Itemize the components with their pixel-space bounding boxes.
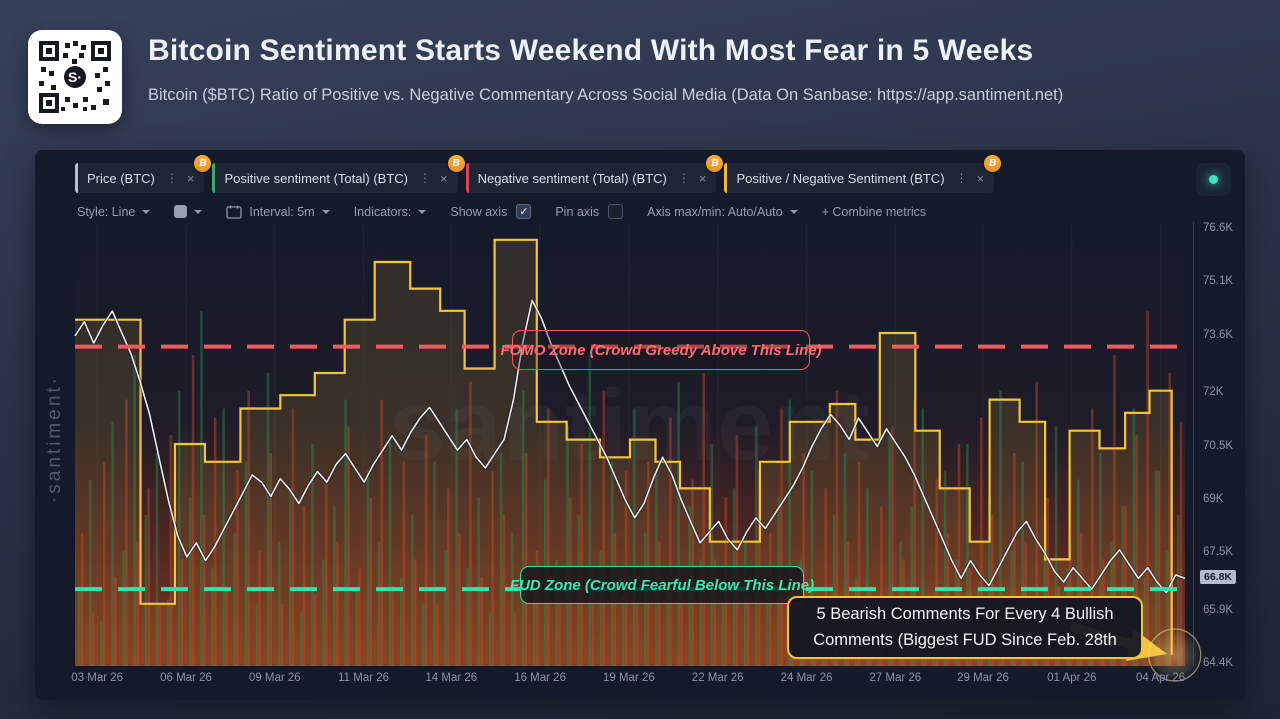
chart-plot-area[interactable]: santiment FOMO <box>73 222 1202 682</box>
fomo-zone-label: FOMO Zone (Crowd Greedy Above This Line) <box>500 330 822 370</box>
show-axis-toggle[interactable]: Show axis ✓ <box>450 204 532 219</box>
y-axis-label: 65.9K <box>1203 603 1234 616</box>
x-axis-label: 11 Mar 26 <box>338 672 390 684</box>
page-title: Bitcoin Sentiment Starts Weekend With Mo… <box>148 34 1034 67</box>
y-axis-label: 64.4K <box>1203 657 1234 669</box>
interval-dropdown-label: Interval: 5m <box>249 204 315 219</box>
color-swatch-icon <box>174 205 188 218</box>
show-axis-checkbox[interactable]: ✓ <box>516 204 532 219</box>
tab-kebab-icon[interactable]: ⋮ <box>677 171 690 185</box>
style-dropdown[interactable]: Style: Line <box>77 204 151 219</box>
y-axis-label: 73.6K <box>1203 328 1234 341</box>
show-axis-label: Show axis <box>450 204 508 219</box>
tab-label: Price (BTC) <box>87 170 155 186</box>
fud-callout-box: 5 Bearish Comments For Every 4 Bullish C… <box>787 596 1143 660</box>
tab-kebab-icon[interactable]: ⋮ <box>165 171 178 185</box>
color-swatch-dropdown[interactable] <box>174 205 203 218</box>
x-axis-label: 16 Mar 26 <box>514 672 566 684</box>
metric-tab-4[interactable]: Positive / Negative Sentiment (BTC) ⋮ × B <box>724 155 1002 193</box>
tab-label: Positive sentiment (Total) (BTC) <box>224 170 408 186</box>
y-axis-label: 70.5K <box>1203 439 1234 452</box>
qr-pattern-icon: S· <box>39 41 111 113</box>
qr-code: S· <box>28 30 122 124</box>
pin-axis-label: Pin axis <box>555 204 600 219</box>
pin-axis-toggle[interactable]: Pin axis <box>555 204 624 219</box>
indicators-dropdown-label: Indicators: <box>353 204 412 219</box>
chevron-down-icon <box>418 209 427 214</box>
metric-tab-2[interactable]: Positive sentiment (Total) (BTC) ⋮ × B <box>212 155 465 193</box>
tab-accent-bar <box>465 163 469 193</box>
interval-dropdown[interactable]: Interval: 5m <box>226 204 330 219</box>
chart-toolbar: Style: Line Interval: 5m Indicators: Sho… <box>77 204 926 219</box>
tab-kebab-icon[interactable]: ⋮ <box>955 171 968 185</box>
y-axis-label: 75.1K <box>1203 275 1234 288</box>
btc-badge-icon: B <box>706 155 724 172</box>
y-axis-label: 76.6K <box>1203 222 1234 234</box>
tab-close-icon[interactable]: × <box>186 170 195 186</box>
live-indicator-button[interactable] <box>1196 163 1231 196</box>
x-axis: 03 Mar 26 06 Mar 26 09 Mar 26 11 Mar 26 14 M… <box>71 672 1186 692</box>
x-axis-label: 09 Mar 26 <box>248 672 301 684</box>
page-subtitle: Bitcoin ($BTC) Ratio of Positive vs. Neg… <box>148 86 1064 104</box>
santiment-watermark-left: ·santiment· <box>44 375 65 504</box>
tab-close-icon[interactable]: × <box>976 170 985 186</box>
indicators-dropdown[interactable]: Indicators: <box>354 205 427 219</box>
chevron-down-icon <box>789 209 798 214</box>
x-axis-label: 27 Mar 26 <box>869 672 922 684</box>
x-axis-label: 24 Mar 26 <box>780 672 833 684</box>
y-axis-label: 69K <box>1203 492 1224 505</box>
tab-kebab-icon[interactable]: ⋮ <box>418 171 431 185</box>
axis-maxmin-dropdown[interactable]: Axis max/min: Auto/Auto <box>647 204 798 219</box>
x-axis-label: 06 Mar 26 <box>160 672 212 684</box>
live-dot-icon <box>1209 175 1218 184</box>
x-axis-label: 19 Mar 26 <box>602 672 655 684</box>
y-axis-label: 67.5K <box>1203 546 1234 559</box>
style-dropdown-label: Style: Line <box>77 204 136 219</box>
svg-text:S·: S· <box>68 69 82 85</box>
tab-label: Negative sentiment (Total) (BTC) <box>477 170 667 186</box>
fud-zone-label: FUD Zone (Crowd Fearful Below This Line) <box>510 566 814 604</box>
tab-accent-bar <box>212 163 216 193</box>
calendar-icon <box>226 205 243 219</box>
btc-badge-icon: B <box>447 155 465 172</box>
btc-badge-icon: B <box>984 155 1002 172</box>
axis-maxmin-label: Axis max/min: Auto/Auto <box>647 204 783 219</box>
tab-label: Positive / Negative Sentiment (BTC) <box>736 170 945 186</box>
y-axis-label: 72K <box>1203 386 1224 399</box>
pin-axis-checkbox[interactable] <box>608 204 624 219</box>
btc-badge-icon: B <box>194 155 212 172</box>
last-price-badge: 66.8K <box>1200 570 1237 585</box>
tab-accent-bar <box>75 163 78 193</box>
metric-tabs-row: Price (BTC) ⋮ × B Positive sentiment (Total)… <box>75 155 1002 193</box>
x-axis-label: 03 Mar 26 <box>71 672 124 684</box>
combine-metrics-label: + Combine metrics <box>821 204 927 219</box>
x-axis-label: 22 Mar 26 <box>691 672 744 684</box>
chevron-down-icon <box>321 209 330 214</box>
y-axis: 76.6K 75.1K 73.6K 72K 70.5K 69K 67.5K 65.9K 64.4… <box>1193 222 1246 669</box>
header: S· Bitcoin Sentiment Starts Weekend With… <box>0 0 1280 140</box>
metric-tab-1[interactable]: Price (BTC) ⋮ × B <box>75 155 212 193</box>
chart-panel: Price (BTC) ⋮ × B Positive sentiment (Total)… <box>35 150 1245 700</box>
x-axis-label: 01 Apr 26 <box>1047 672 1097 684</box>
x-axis-label: 04 Apr 26 <box>1135 672 1186 684</box>
x-axis-label: 29 Mar 26 <box>957 672 1009 684</box>
chevron-down-icon <box>142 209 151 214</box>
tab-accent-bar <box>724 163 728 193</box>
x-axis-label: 14 Mar 26 <box>425 672 478 684</box>
tab-close-icon[interactable]: × <box>439 170 448 186</box>
chevron-down-icon <box>194 209 203 214</box>
combine-metrics-button[interactable]: + Combine metrics <box>822 205 927 219</box>
metric-tab-3[interactable]: Negative sentiment (Total) (BTC) ⋮ × B <box>465 155 724 193</box>
tab-close-icon[interactable]: × <box>698 170 707 186</box>
